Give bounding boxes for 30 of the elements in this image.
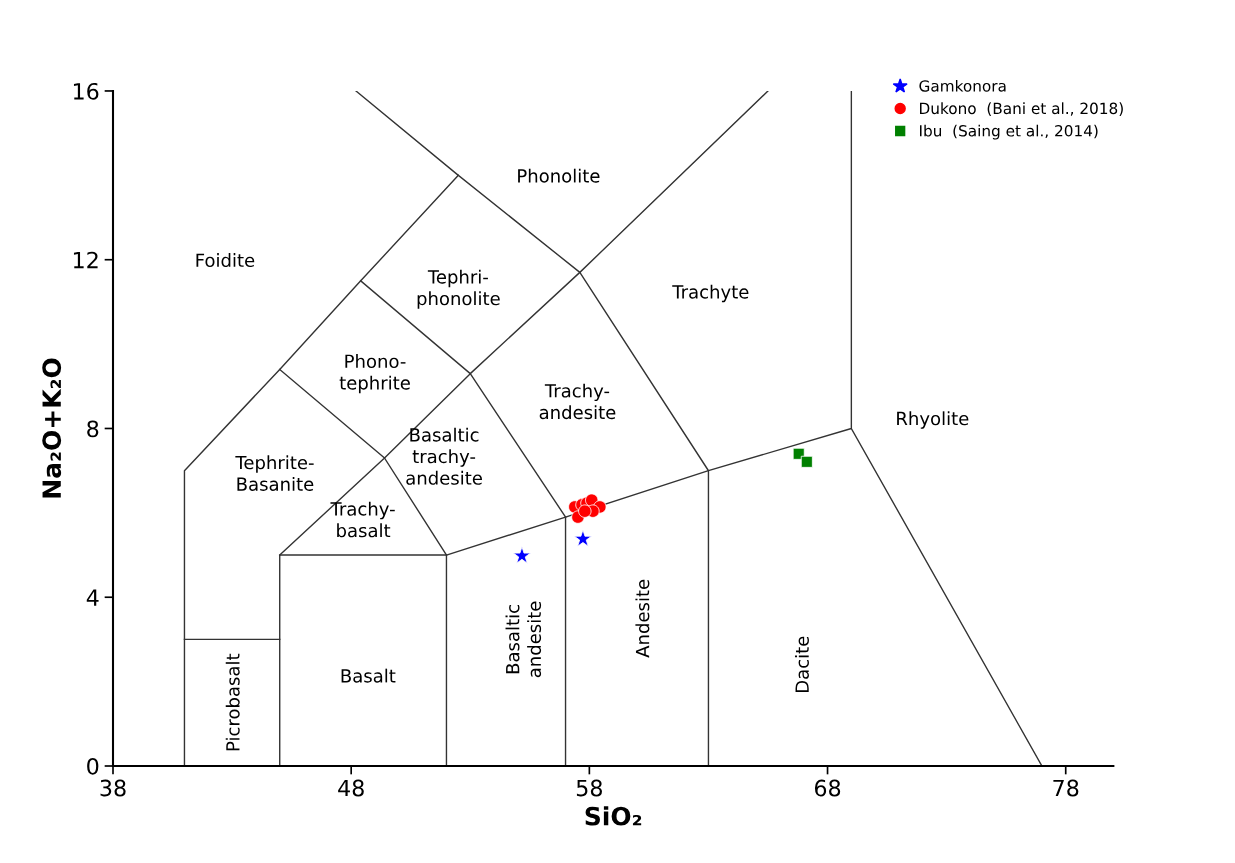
x-tick-label: 78 (1053, 779, 1079, 797)
annotation: Trachyte (672, 284, 749, 303)
x-tick-label: 58 (576, 779, 602, 797)
annotation: Tephri- phonolite (417, 269, 500, 309)
annotation: Picrobasalt (225, 653, 240, 751)
y-axis-title: Na₂O+K₂O (42, 358, 62, 498)
annotation: Andesite (635, 579, 650, 658)
x-tick-label: 48 (338, 779, 364, 797)
annotation: Tephrite- Basanite (235, 455, 314, 491)
annotation: Basaltic trachy- andesite (406, 427, 482, 485)
x-tick-label: 38 (100, 779, 126, 797)
annotation: Trachy- basalt (330, 501, 395, 538)
annotation: Phono- tephrite (339, 354, 410, 394)
y-tick-label: 16 (73, 82, 99, 100)
x-axis-title: SiO₂ (585, 806, 642, 826)
annotation: Phonolite (518, 168, 600, 183)
legend-label: Gamkonora (919, 79, 1006, 92)
annotation: Basalt (341, 668, 396, 683)
x-tick-label: 68 (814, 779, 841, 797)
annotation: Foidite (196, 253, 255, 268)
annotation: Dacite (794, 636, 809, 693)
y-tick-label: 8 (87, 420, 99, 438)
y-tick-label: 4 (86, 589, 99, 606)
annotation: Basaltic andesite (505, 601, 542, 678)
legend-label: Dukono (Bani et al., 2018) (920, 102, 1123, 116)
y-tick-label: 0 (87, 757, 99, 775)
annotation: Rhyolite (897, 411, 969, 429)
annotation: Trachy- andesite (539, 383, 616, 420)
legend-label: Ibu (Saing et al., 2014) (920, 124, 1098, 140)
y-tick-label: 12 (73, 251, 98, 269)
